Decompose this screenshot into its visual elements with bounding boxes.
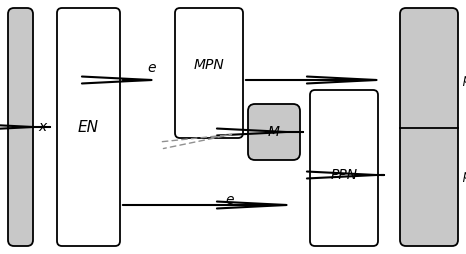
FancyBboxPatch shape	[8, 8, 33, 246]
FancyBboxPatch shape	[248, 104, 300, 160]
Text: EN: EN	[77, 119, 98, 135]
FancyBboxPatch shape	[57, 8, 120, 246]
Text: $p(\theta|M,x)$: $p(\theta|M,x)$	[462, 167, 466, 183]
FancyBboxPatch shape	[310, 90, 378, 246]
Text: $e$: $e$	[225, 193, 235, 207]
Text: $p(M|x)$: $p(M|x)$	[462, 71, 466, 88]
Text: MPN: MPN	[194, 58, 224, 72]
Text: $e$: $e$	[147, 61, 157, 75]
FancyBboxPatch shape	[175, 8, 243, 138]
Text: $x$: $x$	[38, 120, 48, 134]
Text: $M$: $M$	[267, 125, 281, 139]
Text: PPN: PPN	[330, 168, 357, 182]
FancyBboxPatch shape	[400, 8, 458, 246]
